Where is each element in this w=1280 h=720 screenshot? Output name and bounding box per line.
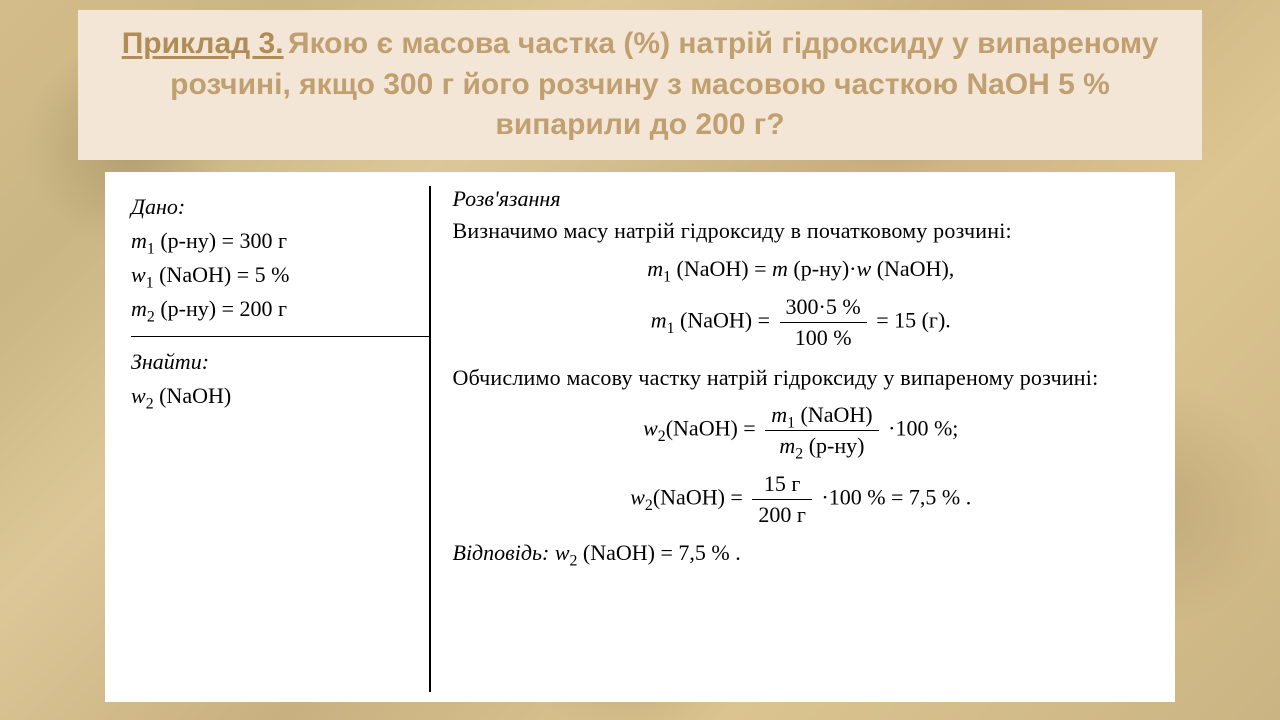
answer-label: Відповідь: [453, 540, 550, 565]
equation-2: m1 (NaOH) = 300·5 %100 % = 15 (г). [453, 294, 1150, 351]
solution-panel: Дано: m1 (р-ну) = 300 г w1 (NaOH) = 5 % … [105, 172, 1175, 702]
given-block: Дано: m1 (р-ну) = 300 г w1 (NaOH) = 5 % … [131, 186, 429, 337]
find-block: Знайти: w2 (NaOH) [131, 337, 429, 421]
equation-3: w2(NaOH) = m1 (NaOH)m2 (р-ну) ·100 %; [453, 402, 1150, 459]
problem-header: Приклад 3. Якою є масова частка (%) натр… [78, 10, 1202, 164]
problem-statement: Якою є масова частка (%) натрій гідрокси… [170, 27, 1158, 141]
equation-1: m1 (NaOH) = m (р-ну)·w (NaOH), [453, 256, 1150, 282]
given-label: Дано: [131, 190, 429, 224]
given-line-2: w1 (NaOH) = 5 % [131, 258, 429, 292]
step2-text: Обчислимо масову частку натрій гідроксид… [453, 363, 1150, 393]
find-line: w2 (NaOH) [131, 379, 429, 413]
find-label: Знайти: [131, 345, 429, 379]
step1-text: Визначимо масу натрій гідроксиду в почат… [453, 216, 1150, 246]
equation-4: w2(NaOH) = 15 г200 г ·100 % = 7,5 % . [453, 471, 1150, 528]
answer-value: w2 (NaOH) = 7,5 % . [555, 540, 741, 565]
given-line-3: m2 (р-ну) = 200 г [131, 292, 429, 326]
answer-line: Відповідь: w2 (NaOH) = 7,5 % . [453, 540, 1150, 566]
left-column: Дано: m1 (р-ну) = 300 г w1 (NaOH) = 5 % … [131, 186, 429, 692]
right-column: Розв'язання Визначимо масу натрій гідрок… [431, 186, 1150, 692]
example-number: Приклад 3. [122, 27, 284, 60]
solution-title: Розв'язання [453, 186, 1150, 212]
given-line-1: m1 (р-ну) = 300 г [131, 224, 429, 258]
